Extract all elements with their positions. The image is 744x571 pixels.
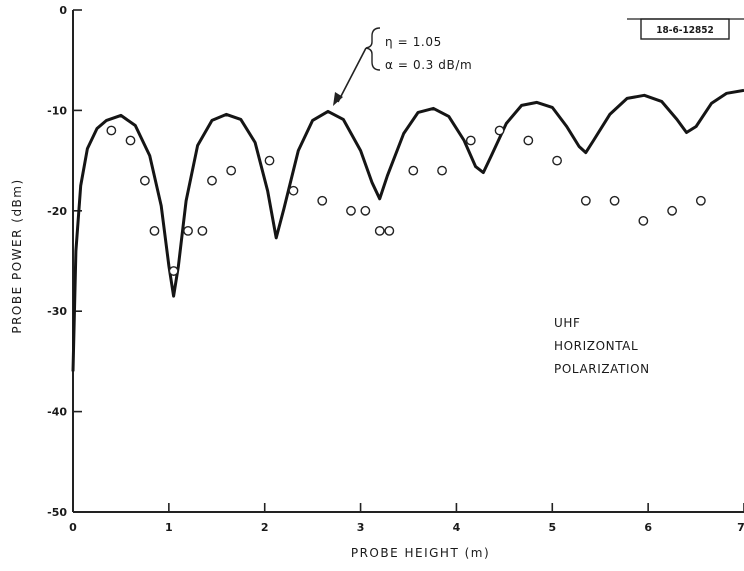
measured-point xyxy=(168,266,179,276)
x-tick-label: 4 xyxy=(453,521,461,534)
annotation-brace xyxy=(365,27,381,71)
param-eta-label: η = 1.05 xyxy=(385,35,442,49)
measured-point xyxy=(437,165,447,176)
measured-point xyxy=(695,195,706,206)
x-tick-label: 0 xyxy=(69,521,77,534)
y-tick-label: -30 xyxy=(47,305,67,318)
measured-point xyxy=(580,195,591,206)
y-tick-label: -50 xyxy=(47,506,67,519)
measured-point xyxy=(149,225,160,236)
tick-layer xyxy=(73,9,744,513)
mode-label-line: UHF xyxy=(554,316,581,330)
measured-point xyxy=(523,135,534,146)
plot-frame-layer xyxy=(72,10,744,513)
x-tick-label: 5 xyxy=(548,521,556,534)
measured-point xyxy=(346,205,356,216)
measured-point xyxy=(552,155,562,166)
measured-point xyxy=(106,125,117,136)
measured-point xyxy=(183,225,193,236)
measured-point xyxy=(139,175,150,186)
theory-curve xyxy=(71,88,744,372)
y-tick-label: -10 xyxy=(47,104,67,117)
measured-point xyxy=(197,225,208,236)
measured-point xyxy=(125,135,136,146)
x-tick-label: 6 xyxy=(644,521,652,534)
annotation-arrow-line xyxy=(337,47,367,103)
x-axis-title: PROBE HEIGHT (m) xyxy=(351,546,490,560)
measured-point xyxy=(207,175,217,186)
y-tick-label: 0 xyxy=(59,4,67,17)
measured-point xyxy=(317,195,328,206)
measured-point xyxy=(609,195,620,206)
data-layer xyxy=(71,18,744,372)
figure-id-label: 18-6-12852 xyxy=(656,25,714,36)
measured-point xyxy=(494,125,505,136)
x-tick-label: 1 xyxy=(165,521,173,534)
measured-point xyxy=(374,225,385,236)
measured-point xyxy=(408,165,419,176)
measured-point xyxy=(638,215,649,226)
y-tick-label: -20 xyxy=(47,205,67,218)
mode-label-line: POLARIZATION xyxy=(554,362,650,376)
measured-point xyxy=(667,205,678,216)
x-tick-label: 7 xyxy=(737,521,744,534)
annotation-arrowhead xyxy=(333,92,343,106)
x-tick-label: 3 xyxy=(357,521,365,534)
param-alpha-label: α = 0.3 dB/m xyxy=(385,58,472,72)
mode-label-line: HORIZONTAL xyxy=(554,339,638,353)
x-tick-label: 2 xyxy=(261,521,269,534)
measured-point xyxy=(264,155,275,166)
y-axis-title: PROBE POWER (dBm) xyxy=(10,178,24,333)
measured-point xyxy=(465,135,476,146)
measured-point xyxy=(360,205,371,216)
y-tick-label: -40 xyxy=(47,406,67,419)
measured-point xyxy=(288,185,299,196)
measured-point xyxy=(384,225,395,236)
measured-point xyxy=(226,165,237,176)
